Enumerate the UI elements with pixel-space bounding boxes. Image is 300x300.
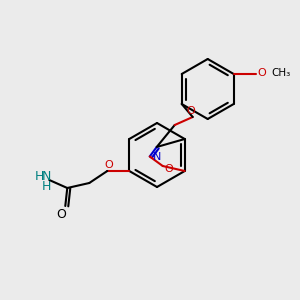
Text: O: O xyxy=(258,68,266,78)
Text: O: O xyxy=(186,106,195,116)
Text: O: O xyxy=(56,208,66,220)
Text: CH₃: CH₃ xyxy=(272,68,291,78)
Text: H: H xyxy=(42,179,51,193)
Text: O: O xyxy=(165,164,173,174)
Text: N: N xyxy=(42,170,51,184)
Text: N: N xyxy=(153,152,161,161)
Text: O: O xyxy=(104,160,113,170)
Text: H: H xyxy=(34,170,44,184)
